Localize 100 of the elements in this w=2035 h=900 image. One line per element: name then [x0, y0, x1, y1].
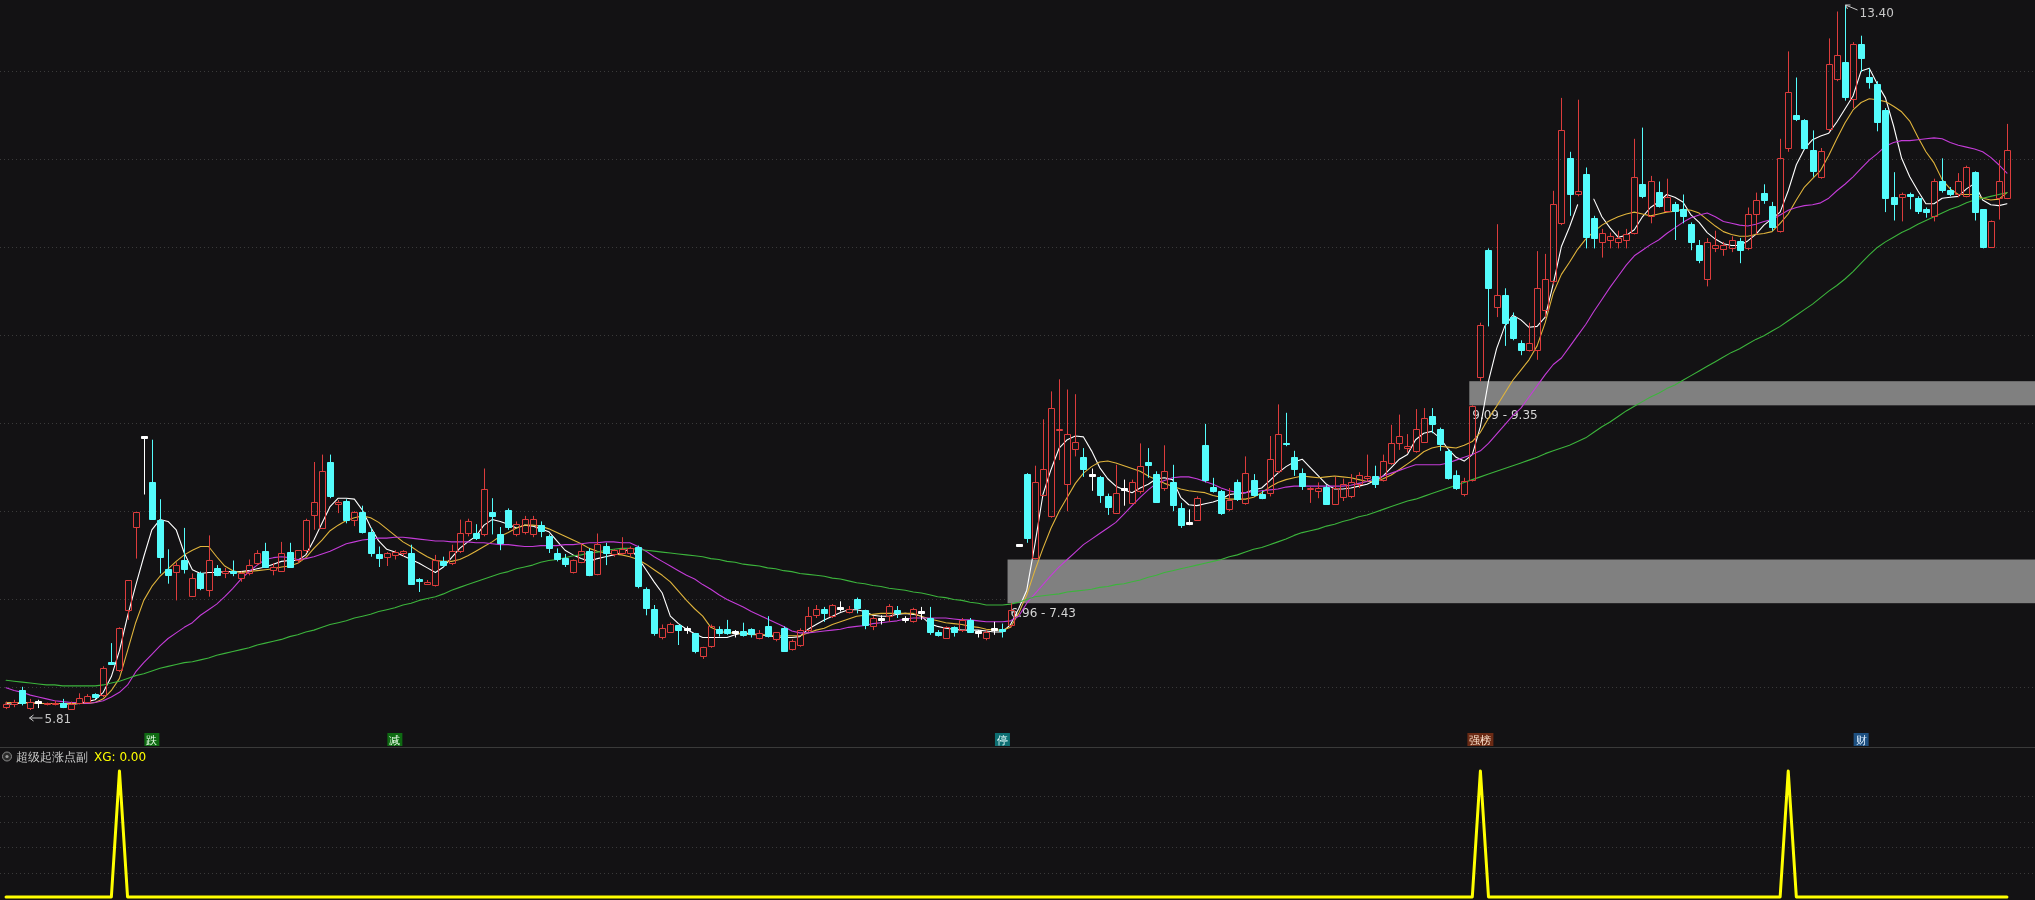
candlestick — [189, 573, 196, 598]
candlestick — [1818, 147, 1825, 180]
candlestick — [991, 621, 998, 636]
candlestick — [837, 600, 844, 612]
candlestick — [92, 692, 99, 700]
candlestick — [1648, 175, 1655, 224]
candlestick — [505, 507, 512, 531]
candlestick — [1283, 412, 1290, 447]
candlestick — [886, 603, 893, 623]
candlestick — [1850, 41, 1857, 109]
candlestick — [1226, 487, 1233, 512]
candlestick — [481, 468, 488, 537]
candlestick — [1688, 221, 1695, 251]
candlestick — [1404, 433, 1411, 454]
candlestick — [894, 605, 901, 619]
candlestick — [603, 542, 610, 566]
x-tick-label: 减 — [389, 734, 401, 747]
candlestick — [1891, 171, 1898, 221]
candlestick — [1291, 450, 1298, 477]
candlestick — [287, 542, 294, 569]
candlestick — [60, 698, 67, 709]
x-tick-label: 财 — [1855, 734, 1867, 747]
candlestick — [1656, 181, 1663, 208]
candlestick — [1234, 479, 1241, 502]
candlestick — [538, 520, 545, 538]
candlestick — [1842, 4, 1849, 102]
candlestick — [1170, 464, 1177, 512]
candlestick — [1575, 99, 1582, 197]
candlestick — [756, 629, 763, 640]
candlestick — [1729, 235, 1736, 253]
candlestick — [116, 626, 123, 673]
candlestick — [1761, 183, 1768, 205]
candlestick — [1242, 455, 1249, 506]
candlestick — [230, 560, 237, 577]
candlestick — [1858, 35, 1865, 73]
candlestick — [222, 567, 229, 579]
candlestick — [1810, 129, 1817, 178]
candlestick — [651, 604, 658, 637]
candlestick — [359, 505, 366, 534]
candlestick — [181, 527, 188, 574]
candlestick — [440, 556, 447, 568]
candlestick — [813, 604, 820, 619]
candlestick — [262, 542, 269, 569]
candlestick — [643, 586, 650, 616]
candlestick — [975, 629, 982, 638]
candlestick — [1461, 477, 1468, 497]
candlestick — [700, 646, 707, 660]
candlestick — [846, 605, 853, 614]
candlestick — [206, 534, 213, 598]
candlestick — [967, 617, 974, 634]
candlestick — [1202, 423, 1209, 483]
candlestick — [951, 625, 958, 638]
candlestick — [878, 614, 885, 625]
candlestick — [829, 603, 836, 619]
candlestick — [854, 597, 861, 614]
candlestick — [1567, 151, 1574, 217]
chart-title: 超级起涨点副 — [16, 750, 88, 764]
x-tick-label: 停 — [996, 734, 1008, 747]
candlestick — [513, 520, 520, 537]
candlestick — [1696, 239, 1703, 264]
candlestick — [335, 499, 342, 514]
candlestick — [1145, 447, 1152, 479]
candlestick — [368, 527, 375, 558]
candlestick — [133, 511, 140, 560]
candlestick — [149, 439, 156, 520]
candlestick — [1080, 447, 1087, 478]
candlestick — [1769, 201, 1776, 232]
x-tick-label: 强榜 — [1469, 734, 1492, 747]
candlestick — [773, 631, 780, 642]
candlestick — [708, 624, 715, 649]
candlestick — [157, 498, 164, 574]
candlestick — [1372, 465, 1379, 489]
candlestick — [1194, 495, 1201, 521]
text: 5.81 — [44, 712, 72, 726]
candlestick — [27, 698, 34, 711]
candlestick — [1777, 138, 1784, 234]
candlestick — [862, 609, 869, 630]
candlestick — [1105, 493, 1112, 516]
candlestick — [1161, 444, 1168, 492]
candlestick — [1113, 464, 1120, 515]
candlestick — [910, 607, 917, 624]
candlestick — [959, 617, 966, 633]
candlestick — [1639, 127, 1646, 199]
candlestick — [692, 632, 699, 654]
candlestick — [1866, 67, 1873, 90]
candlestick — [635, 545, 642, 589]
candlestick — [1153, 470, 1160, 504]
candlestick — [821, 606, 828, 623]
candlestick — [870, 615, 877, 631]
candlestick — [197, 571, 204, 591]
candlestick — [675, 625, 682, 646]
candlestick — [327, 454, 334, 499]
candlestick — [1899, 192, 1906, 222]
candlestick — [1437, 427, 1444, 452]
candlestick — [999, 623, 1006, 638]
candlestick — [546, 533, 553, 554]
candlestick — [1801, 118, 1808, 151]
candlestick — [473, 523, 480, 541]
candlestick — [1089, 468, 1096, 492]
candlestick — [1664, 178, 1671, 213]
